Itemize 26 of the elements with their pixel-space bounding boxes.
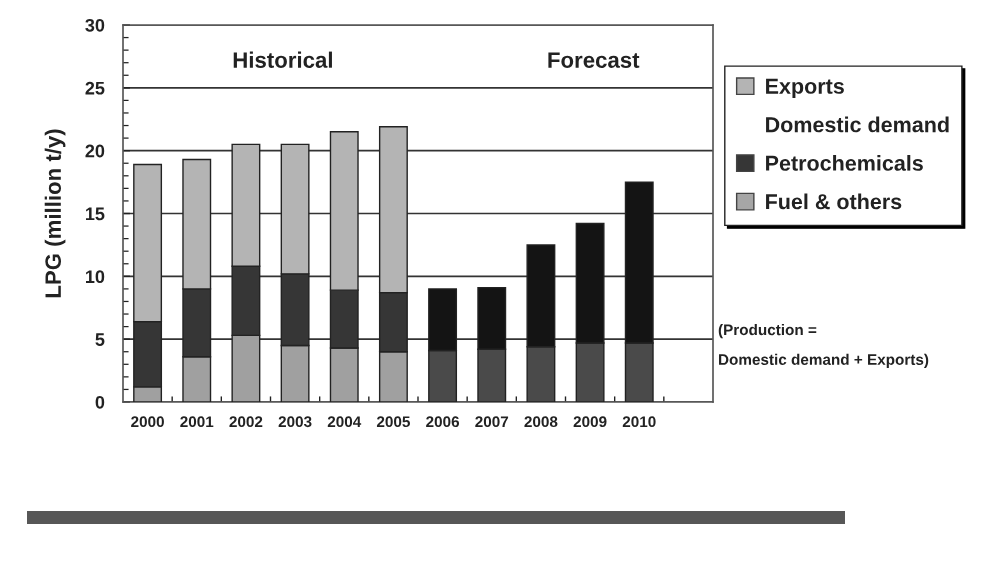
x-tick-label: 2007 [475, 416, 509, 428]
y-tick-label: 5 [95, 333, 105, 346]
x-tick-label: 2002 [229, 416, 263, 428]
x-tick-label: 2008 [524, 416, 558, 428]
y-tick-label: 10 [86, 270, 105, 284]
y-tick-label: 25 [85, 81, 105, 95]
y-tick-label: 20 [85, 144, 105, 158]
annotation: Historical [233, 51, 332, 68]
legend-label: Fuel & others [766, 193, 902, 210]
x-tick-label: 2001 [180, 416, 214, 428]
x-tick-label: 2003 [278, 416, 312, 428]
x-tick-label: 2004 [327, 416, 362, 428]
x-tick-label: 2005 [376, 416, 410, 428]
x-tick-label: 2000 [131, 416, 164, 428]
legend-label: Petrochemicals [766, 155, 923, 171]
x-tick-label: 2006 [426, 416, 460, 428]
y-tick-label: 30 [85, 18, 105, 32]
x-tick-label: 2009 [573, 416, 607, 428]
y-tick-label: 15 [86, 207, 105, 221]
text: (Production = Domestic demand + Exports) [718, 324, 929, 368]
annotation: Forecast [548, 52, 640, 68]
y-tick-label: 0 [95, 395, 105, 409]
x-tick-label: 2010 [622, 416, 656, 428]
legend-label: Exports [766, 78, 844, 99]
y-axis-title: LPG (million t/y) [44, 129, 66, 298]
legend-title: Domestic demand [766, 116, 949, 133]
